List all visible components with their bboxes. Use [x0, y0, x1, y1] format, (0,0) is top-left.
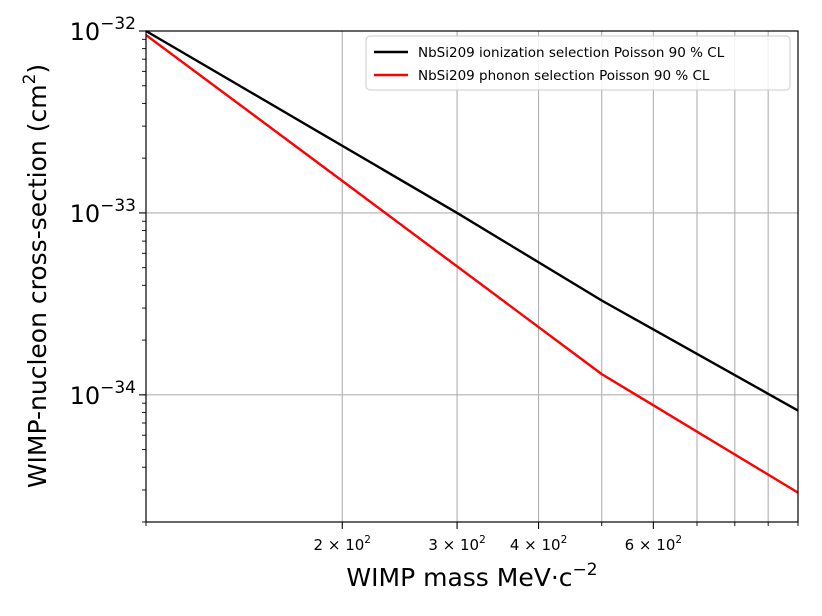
grid-lines: [146, 31, 798, 522]
axis-ticks: [139, 30, 799, 529]
series-line-0: [145, 29, 799, 412]
y-tick-label-base: 10: [70, 18, 101, 46]
x-axis-label-exp: −2: [573, 560, 598, 580]
x-tick-label-mantissa: 4 × 10: [510, 536, 561, 554]
y-tick-label-exponent: −32: [100, 14, 136, 34]
y-tick-label-base: 10: [70, 200, 101, 228]
series-line-1: [145, 34, 799, 494]
x-tick-label: 4 × 102: [510, 534, 567, 554]
y-axis-label-main: WIMP-nucleon cross-section (cm: [23, 84, 52, 488]
x-tick-label-mantissa: 6 × 10: [625, 536, 676, 554]
x-tick-label: 2 × 102: [314, 534, 371, 554]
tick-labels: 2 × 102 3 × 102 4 × 102 6 × 10210−3210−3310…: [70, 14, 683, 554]
x-axis-label-main: WIMP mass MeV·c: [346, 563, 572, 592]
legend-label-phonon: NbSi209 phonon selection Poisson 90 % CL: [418, 68, 710, 84]
x-tick-label-mantissa: 2 × 10: [314, 536, 365, 554]
y-axis-label-exp: 2: [20, 74, 40, 85]
x-tick-label-exponent: 2: [479, 534, 486, 546]
y-tick-label-exponent: −33: [100, 196, 136, 216]
x-tick-label: 6 × 102: [625, 534, 682, 554]
x-tick-label-mantissa: 3 × 10: [428, 536, 479, 554]
y-axis-label-close: ): [23, 64, 52, 74]
y-tick-label: 10−32: [70, 14, 136, 46]
y-tick-label-exponent: −34: [100, 378, 136, 398]
x-tick-label-exponent: 2: [364, 534, 371, 546]
x-axis-label: WIMP mass MeV·c−2: [346, 560, 597, 592]
legend: NbSi209 ionization selection Poisson 90 …: [365, 35, 791, 91]
x-tick-label-exponent: 2: [561, 534, 568, 546]
y-tick-label: 10−34: [70, 378, 136, 410]
series-lines: [145, 29, 799, 494]
y-tick-label: 10−33: [70, 196, 136, 228]
x-tick-label: 3 × 102: [428, 534, 485, 554]
x-tick-label-exponent: 2: [675, 534, 682, 546]
plot-area-frame: [145, 30, 799, 523]
y-axis-label: WIMP-nucleon cross-section (cm2): [20, 64, 52, 488]
legend-box: [365, 35, 791, 91]
y-tick-label-base: 10: [70, 382, 101, 410]
legend-label-ionization: NbSi209 ionization selection Poisson 90 …: [418, 45, 725, 61]
